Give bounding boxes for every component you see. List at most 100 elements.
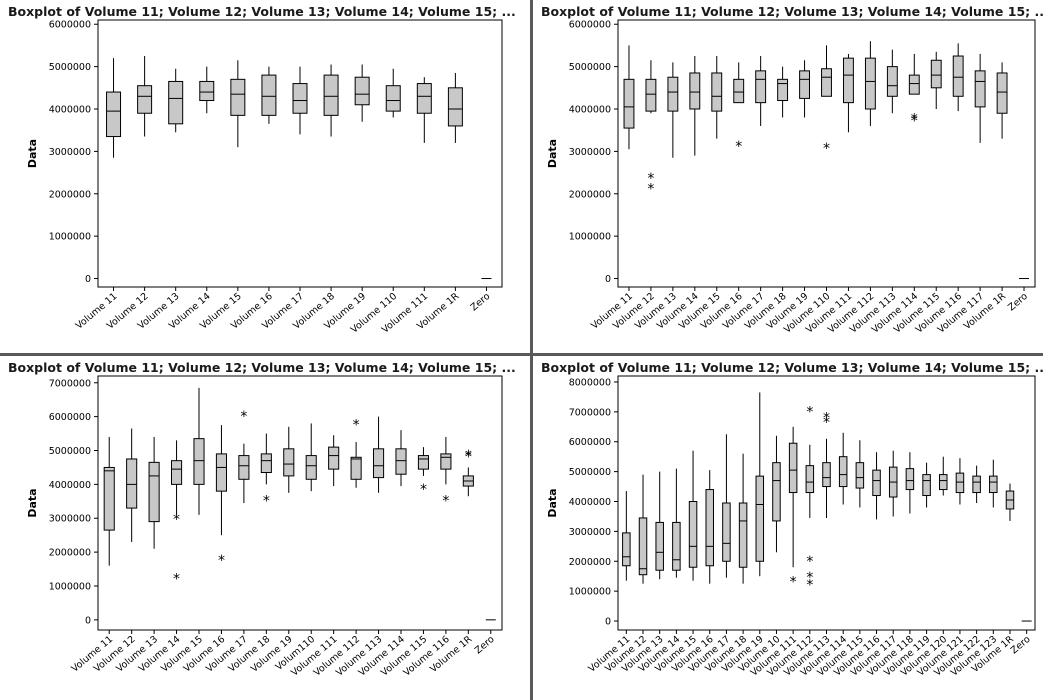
iqr-box [822, 462, 831, 488]
box-volume-122 [972, 465, 981, 503]
box-volume-114 [838, 432, 848, 505]
y-tick-label: 1000000 [569, 587, 611, 598]
outlier-marker: * [263, 494, 270, 510]
iqr-box [106, 91, 122, 138]
plot-frame [97, 19, 503, 288]
category-label: Zero [469, 291, 493, 314]
iqr-box [283, 448, 295, 477]
box-volume-113: ** [822, 410, 831, 518]
y-tick-label: 8000000 [569, 377, 611, 388]
iqr-box [996, 72, 1008, 114]
y-tick-label: 7000000 [569, 407, 611, 418]
outlier-marker: * [240, 409, 247, 425]
boxplot-panel-bottom-right: Boxplot of Volume 11; Volume 12; Volume … [533, 356, 1043, 700]
box-volume-15 [711, 56, 723, 139]
iqr-box [171, 460, 183, 485]
y-tick-label: 1000000 [569, 232, 611, 243]
box-volume-13 [655, 471, 664, 580]
iqr-box [908, 74, 920, 95]
iqr-box [689, 72, 701, 110]
y-tick-label: 4000000 [49, 480, 91, 491]
box-volume-18 [738, 453, 748, 584]
box-volume-116 [872, 452, 881, 520]
box-volume-18 [323, 64, 339, 137]
category-label: Zero [1006, 291, 1030, 314]
outlier-marker: * [353, 417, 360, 433]
iqr-box [777, 78, 789, 102]
iqr-box [930, 59, 942, 89]
boxplot-panel-top-right: Boxplot of Volume 11; Volume 12; Volume … [533, 0, 1043, 353]
panel-divider-horizontal [0, 353, 1043, 356]
outlier-marker: * [173, 512, 180, 528]
iqr-box [622, 532, 631, 567]
iqr-box [755, 70, 767, 104]
iqr-box [855, 462, 865, 489]
iqr-box [772, 462, 781, 522]
box-volume-115 [930, 51, 942, 109]
y-tick-label: 4000000 [569, 105, 611, 116]
iqr-box [799, 70, 810, 99]
box-volume-113 [886, 49, 898, 114]
box-volume-19 [283, 426, 295, 493]
box-volume-15 [230, 60, 246, 148]
iqr-box [738, 502, 748, 568]
box-volume-14 [689, 56, 701, 156]
iqr-box [350, 456, 362, 480]
box-volume-115: * [417, 447, 429, 498]
box-volume-111 [416, 77, 432, 143]
iqr-box [447, 87, 463, 127]
box-volume-115 [855, 440, 865, 508]
box-volume-1r: ** [462, 448, 474, 497]
outlier-marker: * [442, 494, 449, 510]
chart-title: Boxplot of Volume 11; Volume 12; Volume … [8, 4, 516, 19]
box-volume-10 [772, 435, 781, 553]
box-volume-1r [447, 72, 463, 143]
y-tick-label: 3000000 [569, 527, 611, 538]
box-volume-121 [955, 458, 965, 505]
box-volum110 [305, 423, 317, 492]
y-tick-label: 2000000 [569, 557, 611, 568]
outlier-marker: * [420, 482, 427, 498]
box-volume-117 [974, 53, 986, 143]
iqr-box [667, 76, 679, 112]
box-volume-18 [777, 66, 789, 118]
iqr-box [323, 74, 339, 116]
iqr-box [872, 469, 881, 497]
box-volume-13 [667, 62, 679, 158]
iqr-box [886, 66, 898, 97]
box-volume-110: * [821, 45, 832, 157]
iqr-box [168, 80, 184, 125]
outlier-marker: * [647, 171, 654, 187]
iqr-box [638, 517, 648, 576]
outlier-marker: * [465, 450, 472, 466]
box-volume-1r [1005, 483, 1015, 521]
iqr-box [373, 448, 385, 479]
y-tick-label: 2000000 [569, 189, 611, 200]
iqr-box [260, 453, 272, 474]
outlier-marker: * [465, 448, 472, 464]
y-tick-label: 5000000 [49, 446, 91, 457]
outlier-marker: * [806, 570, 813, 586]
box-volume-111: * [788, 426, 798, 591]
box-volume-16 [705, 470, 714, 584]
y-axis-title: Data [26, 488, 39, 517]
box-volume-113 [373, 416, 385, 493]
outlier-marker: * [823, 141, 830, 157]
iqr-box [623, 78, 635, 129]
outlier-marker: * [911, 114, 918, 130]
outlier-marker: * [806, 404, 813, 420]
iqr-box [974, 70, 986, 108]
y-tick-label: 4000000 [49, 105, 91, 116]
iqr-box [137, 85, 153, 114]
iqr-box [843, 57, 854, 104]
box-volume-112: **** [805, 404, 815, 594]
boxplot-chart: 0 1000000 2000000 3000000 4000000 5000000 6000… [546, 375, 1036, 679]
y-tick-label: 0 [605, 617, 611, 628]
iqr-box [126, 458, 138, 509]
iqr-box [417, 455, 429, 470]
iqr-box [238, 455, 250, 480]
iqr-box [755, 475, 765, 562]
y-tick-label: 0 [605, 274, 611, 285]
outlier-marker: * [790, 575, 797, 591]
iqr-box [922, 474, 931, 497]
